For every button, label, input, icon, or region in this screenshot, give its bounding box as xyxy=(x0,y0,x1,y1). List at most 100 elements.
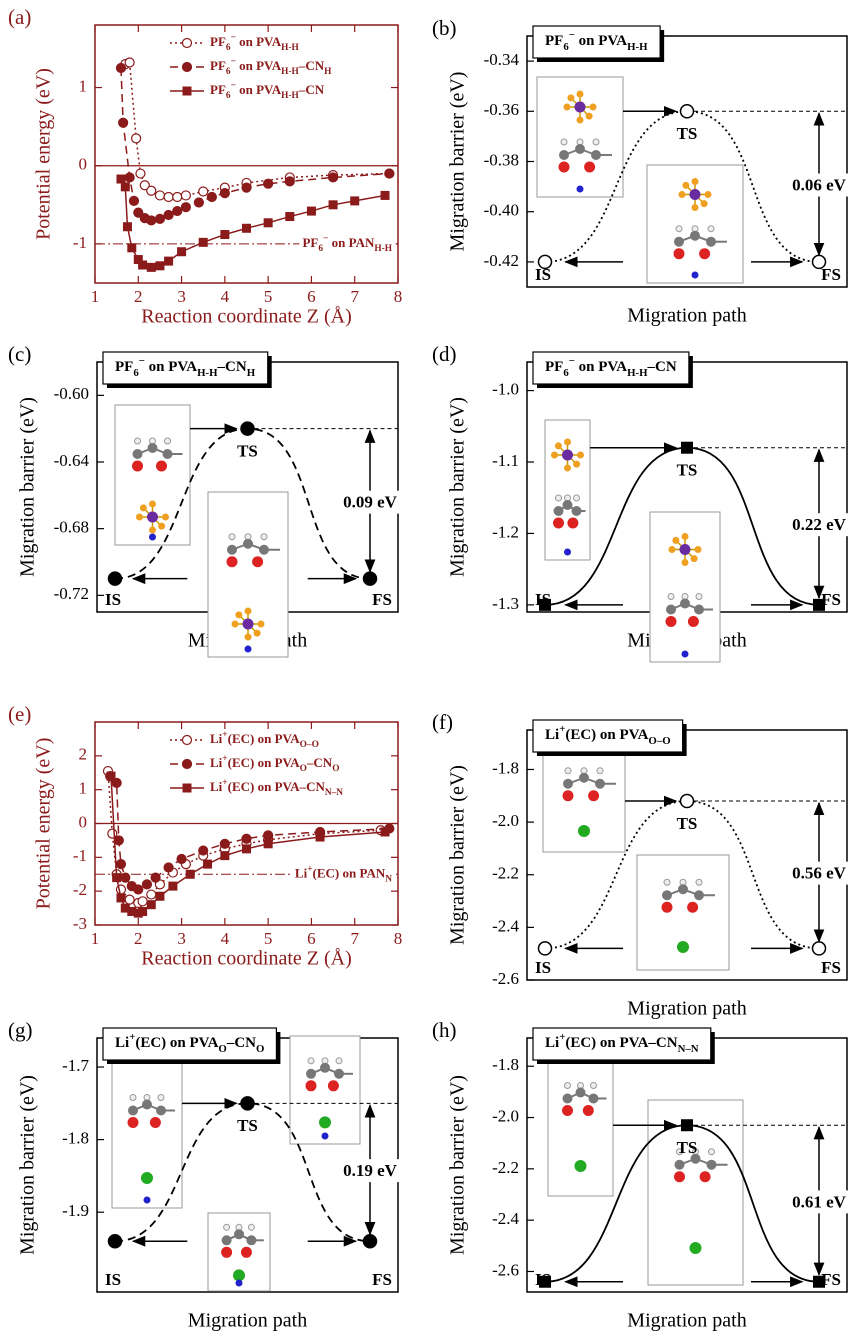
marker xyxy=(242,834,251,843)
atom-li xyxy=(578,825,590,837)
atom-h xyxy=(158,1095,164,1101)
legend-label: PF6− on PVAH-H–CNH xyxy=(210,57,332,77)
atom-c xyxy=(680,599,690,609)
marker xyxy=(186,870,195,879)
text-part: O xyxy=(332,764,339,774)
marker xyxy=(155,214,164,223)
x-axis-label: Reaction coordinate Z (Å) xyxy=(141,306,351,328)
atom-o xyxy=(559,162,570,173)
legend-marker xyxy=(183,760,192,769)
marker xyxy=(173,207,182,216)
atom-f xyxy=(679,191,686,198)
text-part: (EC) on PVA–CN xyxy=(228,779,326,794)
marker xyxy=(194,198,203,207)
text-part: Li xyxy=(545,727,559,743)
state-marker xyxy=(241,1097,254,1110)
atom-f xyxy=(567,94,574,101)
state-marker xyxy=(681,795,694,808)
text-part: H-H xyxy=(281,43,299,53)
x-axis-label: Migration path xyxy=(627,998,746,1020)
atom-h xyxy=(248,1224,254,1230)
legend-label: PF6− on PVAH-H xyxy=(210,33,300,53)
marker xyxy=(285,177,294,186)
y-tick-label: 1 xyxy=(79,76,88,95)
text-part: PF xyxy=(210,34,226,49)
y-tick-label: -1.1 xyxy=(492,451,519,470)
atom-f xyxy=(245,608,252,615)
text-part: PF xyxy=(302,235,318,250)
atom-o xyxy=(662,902,673,913)
atom-p xyxy=(690,189,701,200)
atom-c xyxy=(707,1160,717,1170)
y-tick-label: -0.72 xyxy=(54,584,89,603)
atom-h xyxy=(135,438,141,444)
marker xyxy=(142,880,151,889)
atom-f xyxy=(692,178,699,185)
atom-c xyxy=(222,1235,232,1245)
marker xyxy=(168,882,177,891)
marker xyxy=(264,839,273,848)
atom-p xyxy=(575,102,586,113)
atom-f xyxy=(136,514,143,521)
barrier-label: 0.56 eV xyxy=(792,864,847,883)
atom-c xyxy=(554,506,564,516)
y-tick-label: -0.60 xyxy=(54,384,89,403)
panel-label: (b) xyxy=(432,16,457,40)
atom-c xyxy=(576,1088,586,1098)
marker xyxy=(350,196,359,205)
text-part: PF xyxy=(115,359,133,375)
inset xyxy=(648,1100,743,1285)
atom-li xyxy=(141,1172,153,1184)
atom-n xyxy=(245,646,252,653)
atom-c xyxy=(572,506,582,516)
atom-f xyxy=(682,559,689,566)
y-tick-label: -0.36 xyxy=(484,100,519,119)
atom-c xyxy=(259,545,269,555)
state-label: FS xyxy=(821,590,841,609)
text-part: H-H xyxy=(197,367,218,379)
text-part: Li xyxy=(210,755,223,770)
text-part: (EC) on PVA xyxy=(135,1035,218,1051)
text-part: Li xyxy=(210,731,223,746)
text-part: –CN xyxy=(298,82,325,97)
atom-f xyxy=(577,117,584,124)
legend-label: PF6− on PVAH-H–CN xyxy=(210,81,325,101)
text-part: 6 xyxy=(133,367,139,379)
atom-p xyxy=(243,619,254,630)
marker xyxy=(242,224,251,233)
x-tick-label: 3 xyxy=(177,929,186,948)
atom-h xyxy=(561,139,567,145)
y-axis-label: Migration barrier (eV) xyxy=(17,1075,39,1255)
atom-f xyxy=(586,113,593,120)
atom-h xyxy=(261,534,267,540)
atom-f xyxy=(258,621,265,628)
marker xyxy=(119,118,128,127)
x-tick-label: 5 xyxy=(264,287,273,306)
y-tick-label: -2.0 xyxy=(492,811,519,830)
legend-marker xyxy=(183,736,192,745)
marker xyxy=(242,844,251,853)
y-tick-label: -2 xyxy=(73,880,87,899)
marker xyxy=(177,247,186,256)
x-tick-label: 8 xyxy=(394,287,403,306)
atom-o xyxy=(252,556,263,567)
text-part: H-H xyxy=(281,91,299,101)
marker xyxy=(147,263,156,272)
x-axis-label: Migration path xyxy=(627,305,746,327)
marker xyxy=(285,212,294,221)
legend-label: Li+(EC) on PVA–CNN–N xyxy=(210,778,343,798)
state-label: IS xyxy=(535,265,551,284)
state-marker xyxy=(813,942,826,955)
state-marker xyxy=(539,942,552,955)
atom-f xyxy=(695,546,702,553)
x-axis-label: Migration path xyxy=(627,1310,746,1332)
y-tick-label: -0.64 xyxy=(54,451,90,470)
atom-n xyxy=(144,1197,151,1204)
y-tick-label: 1 xyxy=(79,779,88,798)
marker xyxy=(264,218,273,227)
atom-o xyxy=(674,1171,685,1182)
atom-c xyxy=(234,1229,244,1239)
atom-f xyxy=(577,452,584,459)
y-tick-label: -0.42 xyxy=(484,251,519,270)
text-part: 6 xyxy=(318,244,323,254)
